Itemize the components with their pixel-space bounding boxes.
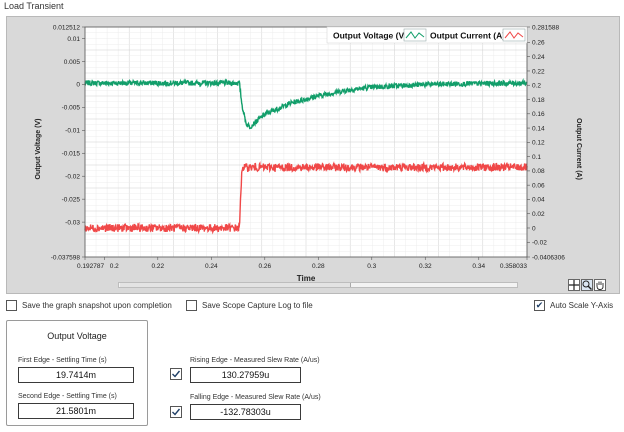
pan-hand-icon[interactable]: [594, 279, 606, 291]
legend-label-current: Output Current (A): [430, 31, 505, 41]
x-tick-label: 0.2: [110, 263, 119, 270]
legend-line-voltage: [405, 31, 425, 39]
y2-tick-label: 0.18: [532, 97, 545, 104]
x-axis-label: Time: [297, 274, 316, 283]
legend-label-voltage: Output Voltage (V): [333, 31, 407, 41]
panel-title: Output Voltage: [47, 331, 107, 341]
x-tick-label: 0.22: [151, 263, 164, 270]
graph-palette: [568, 279, 606, 291]
y-tick-label: -0.015: [62, 151, 81, 158]
first-edge-settling-time-field[interactable]: 19.7414m: [18, 367, 134, 383]
y-tick-label: -0.01: [65, 128, 80, 135]
window-title: Load Transient: [4, 1, 64, 11]
y-axis-label: Output Voltage (V): [35, 119, 42, 180]
falling-edge-label: Falling Edge - Measured Slew Rate (A/us): [190, 394, 321, 401]
legend-swatch-voltage[interactable]: [403, 28, 427, 42]
y2-tick-label: 0.22: [532, 68, 545, 75]
x-scrollbar[interactable]: [118, 282, 518, 288]
y2-tick-label: 0.06: [532, 182, 545, 189]
x-tick-label: 0.358033: [500, 263, 527, 270]
x-tick-label: 0.24: [205, 263, 218, 270]
y2-axis-label: Output Current (A): [575, 118, 582, 180]
y-tick-label: 0.005: [64, 59, 81, 66]
falling-edge-checkbox[interactable]: [170, 405, 182, 423]
x-tick-label: 0.32: [419, 263, 432, 270]
y2-tick-label: -0.02: [532, 240, 547, 247]
legend-swatch-current[interactable]: [502, 28, 526, 42]
y-tick-label: -0.03: [65, 219, 80, 226]
load-transient-chart[interactable]: 0.012512 0.01 0.005 0 -0.005 -0.01 -0.015 -0.02…: [7, 17, 619, 293]
y2-tick-label: 0.14: [532, 125, 545, 132]
x-tick-label: 0.3: [367, 263, 376, 270]
series-output-voltage-line: [84, 78, 528, 130]
save-scope-log-checkbox[interactable]: [186, 300, 197, 311]
y-tick-label: 0: [76, 82, 80, 89]
second-edge-settling-time-field[interactable]: 21.5801m: [18, 403, 134, 419]
y2-tick-label: -0.0406306: [532, 254, 565, 261]
legend-line-current: [504, 31, 524, 39]
y2-tick-label: 0.26: [532, 40, 545, 47]
y-tick-label: -0.037598: [51, 254, 81, 261]
y2-tick-label: 0.08: [532, 168, 545, 175]
x-tick-label: 0.192787: [77, 263, 104, 270]
save-scope-log-option[interactable]: Save Scope Capture Log to file: [186, 300, 313, 311]
plot-grid: [84, 26, 528, 258]
y2-tick-label: 0: [532, 225, 536, 232]
scrollbar-thumb[interactable]: [120, 283, 351, 287]
graph-panel: 0.012512 0.01 0.005 0 -0.005 -0.01 -0.015 -0.02…: [6, 16, 620, 294]
rising-edge-checkbox[interactable]: [170, 367, 182, 385]
falling-edge-slew-rate-field[interactable]: -132.78303u: [190, 404, 301, 420]
save-snapshot-checkbox[interactable]: [6, 300, 17, 311]
zoom-icon[interactable]: [581, 279, 593, 291]
y-tick-label: 0.012512: [53, 24, 80, 31]
y2-tick-label: 0.16: [532, 111, 545, 118]
output-voltage-panel: Output Voltage First Edge - Settling Tim…: [6, 320, 148, 426]
series-output-current-line: [84, 160, 528, 235]
y2-tick-label: 0.2: [532, 83, 541, 90]
y-tick-label: -0.02: [65, 174, 80, 181]
x-tick-label: 0.34: [472, 263, 485, 270]
y2-tick-label: 0.04: [532, 197, 545, 204]
y2-tick-label: 0.1: [532, 154, 541, 161]
y2-tick-label: 0.02: [532, 211, 545, 218]
rising-edge-label: Rising Edge - Measured Slew Rate (A/us): [190, 357, 320, 364]
auto-scale-checkbox[interactable]: ✔: [534, 300, 545, 311]
plot-legend: Output Voltage (V) Output Current (A): [326, 26, 528, 44]
second-edge-label: Second Edge - Settling Time (s): [18, 393, 117, 400]
y-tick-label: -0.005: [62, 105, 81, 112]
first-edge-label: First Edge - Settling Time (s): [18, 357, 107, 364]
crosshair-icon[interactable]: [568, 279, 580, 291]
rising-edge-slew-rate-field[interactable]: 130.27959u: [190, 367, 301, 383]
x-tick-label: 0.28: [312, 263, 325, 270]
x-tick-label: 0.26: [258, 263, 271, 270]
y2-tick-label: 0.12: [532, 140, 545, 147]
save-snapshot-label: Save the graph snapshot upon completion: [22, 301, 172, 310]
y-tick-label: 0.01: [67, 36, 80, 43]
y2-tick-label: 0.24: [532, 54, 545, 61]
y2-tick-label: 0.281588: [532, 24, 559, 31]
save-snapshot-option[interactable]: Save the graph snapshot upon completion: [6, 300, 172, 311]
save-scope-log-label: Save Scope Capture Log to file: [202, 301, 313, 310]
y-tick-label: -0.025: [62, 196, 81, 203]
auto-scale-option[interactable]: ✔ Auto Scale Y-Axis: [534, 300, 613, 311]
auto-scale-label: Auto Scale Y-Axis: [550, 301, 614, 310]
